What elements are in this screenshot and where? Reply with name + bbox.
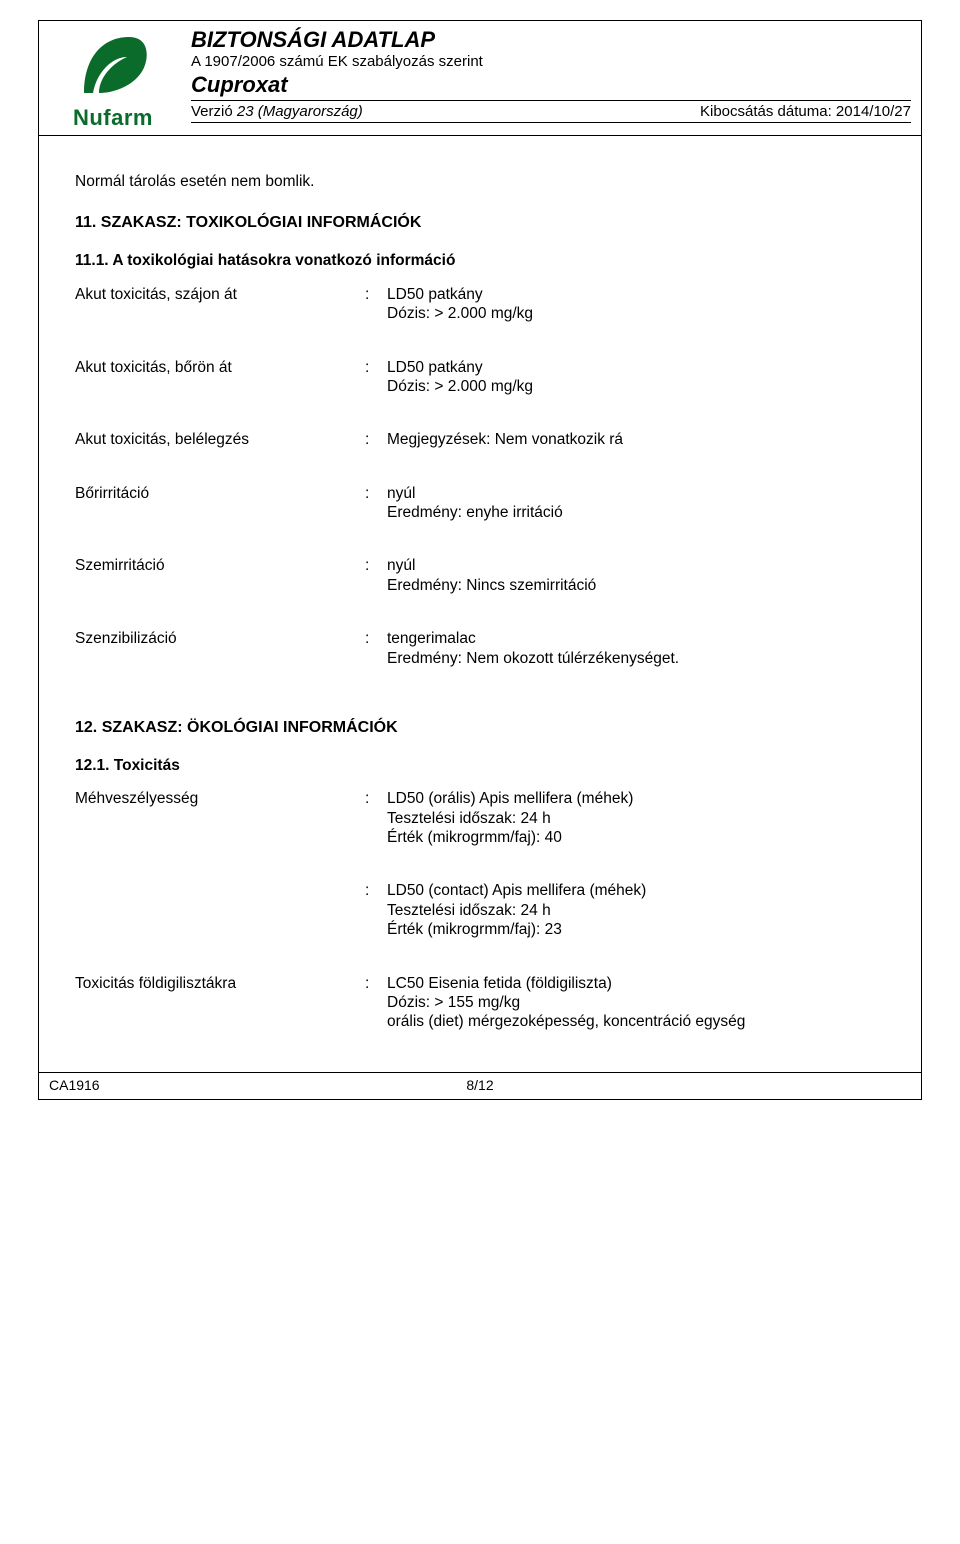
kv-row: Bőrirritáció : nyúl Eredmény: enyhe irri… bbox=[75, 484, 885, 523]
leaf-logo-icon bbox=[69, 27, 157, 103]
document-body: Normál tárolás esetén nem bomlik. 11. SZ… bbox=[39, 136, 921, 1062]
document-frame: Nufarm BIZTONSÁGI ADATLAP A 1907/2006 sz… bbox=[38, 20, 922, 1100]
kv-value: LD50 patkány Dózis: > 2.000 mg/kg bbox=[387, 358, 885, 397]
kv-label: Méhveszélyesség bbox=[75, 789, 365, 847]
section-11-1-heading: 11.1. A toxikológiai hatásokra vonatkozó… bbox=[75, 251, 885, 270]
issue-date: 2014/10/27 bbox=[836, 103, 911, 120]
kv-row: Toxicitás földigilisztákra : LC50 Eiseni… bbox=[75, 974, 885, 1032]
version-issue-row: Verzió 23 (Magyarország) Kibocsátás dátu… bbox=[191, 103, 911, 123]
kv-value: LC50 Eisenia fetida (földigiliszta) Dózi… bbox=[387, 974, 885, 1032]
kv-row: Akut toxicitás, belélegzés : Megjegyzése… bbox=[75, 430, 885, 449]
version-cell: Verzió 23 (Magyarország) bbox=[191, 103, 363, 120]
kv-label: Akut toxicitás, bőrön át bbox=[75, 358, 365, 397]
section-12-1-heading: 12.1. Toxicitás bbox=[75, 756, 885, 775]
product-name-row: Cuproxat bbox=[191, 72, 911, 101]
kv-colon: : bbox=[365, 430, 387, 449]
kv-row: Akut toxicitás, bőrön át : LD50 patkány … bbox=[75, 358, 885, 397]
brand-name: Nufarm bbox=[39, 105, 187, 131]
kv-row: : LD50 (contact) Apis mellifera (méhek) … bbox=[75, 881, 885, 939]
kv-colon: : bbox=[365, 484, 387, 523]
page-footer: CA1916 8/12 bbox=[39, 1072, 921, 1099]
kv-colon: : bbox=[365, 881, 387, 939]
kv-value: LD50 patkány Dózis: > 2.000 mg/kg bbox=[387, 285, 885, 324]
footer-spacer bbox=[907, 1077, 911, 1093]
regulation-line: A 1907/2006 számú EK szabályozás szerint bbox=[191, 53, 911, 70]
header-text-block: BIZTONSÁGI ADATLAP A 1907/2006 számú EK … bbox=[187, 21, 921, 129]
kv-value: nyúl Eredmény: enyhe irritáció bbox=[387, 484, 885, 523]
kv-colon: : bbox=[365, 556, 387, 595]
kv-colon: : bbox=[365, 789, 387, 847]
kv-value: LD50 (orális) Apis mellifera (méhek) Tes… bbox=[387, 789, 885, 847]
issue-cell: Kibocsátás dátuma: 2014/10/27 bbox=[700, 103, 911, 120]
kv-row: Méhveszélyesség : LD50 (orális) Apis mel… bbox=[75, 789, 885, 847]
page: Nufarm BIZTONSÁGI ADATLAP A 1907/2006 sz… bbox=[0, 0, 960, 1544]
doc-code: CA1916 bbox=[49, 1077, 100, 1093]
issue-label: Kibocsátás dátuma: bbox=[700, 103, 832, 120]
document-header: Nufarm BIZTONSÁGI ADATLAP A 1907/2006 sz… bbox=[39, 21, 921, 136]
kv-label: Szemirritáció bbox=[75, 556, 365, 595]
version-value: 23 (Magyarország) bbox=[237, 103, 363, 120]
kv-row: Szenzibilizáció : tengerimalac Eredmény:… bbox=[75, 629, 885, 668]
kv-label: Bőrirritáció bbox=[75, 484, 365, 523]
kv-label bbox=[75, 881, 365, 939]
kv-value: tengerimalac Eredmény: Nem okozott túlér… bbox=[387, 629, 885, 668]
section-12-heading: 12. SZAKASZ: ÖKOLÓGIAI INFORMÁCIÓK bbox=[75, 718, 885, 738]
page-number: 8/12 bbox=[466, 1077, 493, 1093]
kv-label: Toxicitás földigilisztákra bbox=[75, 974, 365, 1032]
kv-label: Akut toxicitás, szájon át bbox=[75, 285, 365, 324]
intro-line: Normál tárolás esetén nem bomlik. bbox=[75, 172, 885, 191]
kv-colon: : bbox=[365, 285, 387, 324]
sds-title: BIZTONSÁGI ADATLAP bbox=[191, 27, 911, 53]
kv-label: Szenzibilizáció bbox=[75, 629, 365, 668]
section-11-heading: 11. SZAKASZ: TOXIKOLÓGIAI INFORMÁCIÓK bbox=[75, 213, 885, 233]
kv-value: nyúl Eredmény: Nincs szemirritáció bbox=[387, 556, 885, 595]
kv-colon: : bbox=[365, 358, 387, 397]
kv-colon: : bbox=[365, 629, 387, 668]
brand-logo-block: Nufarm bbox=[39, 21, 187, 135]
kv-label: Akut toxicitás, belélegzés bbox=[75, 430, 365, 449]
version-label: Verzió bbox=[191, 103, 233, 120]
kv-value: Megjegyzések: Nem vonatkozik rá bbox=[387, 430, 885, 449]
kv-row: Szemirritáció : nyúl Eredmény: Nincs sze… bbox=[75, 556, 885, 595]
kv-colon: : bbox=[365, 974, 387, 1032]
product-name: Cuproxat bbox=[191, 72, 911, 101]
kv-value: LD50 (contact) Apis mellifera (méhek) Te… bbox=[387, 881, 885, 939]
kv-row: Akut toxicitás, szájon át : LD50 patkány… bbox=[75, 285, 885, 324]
